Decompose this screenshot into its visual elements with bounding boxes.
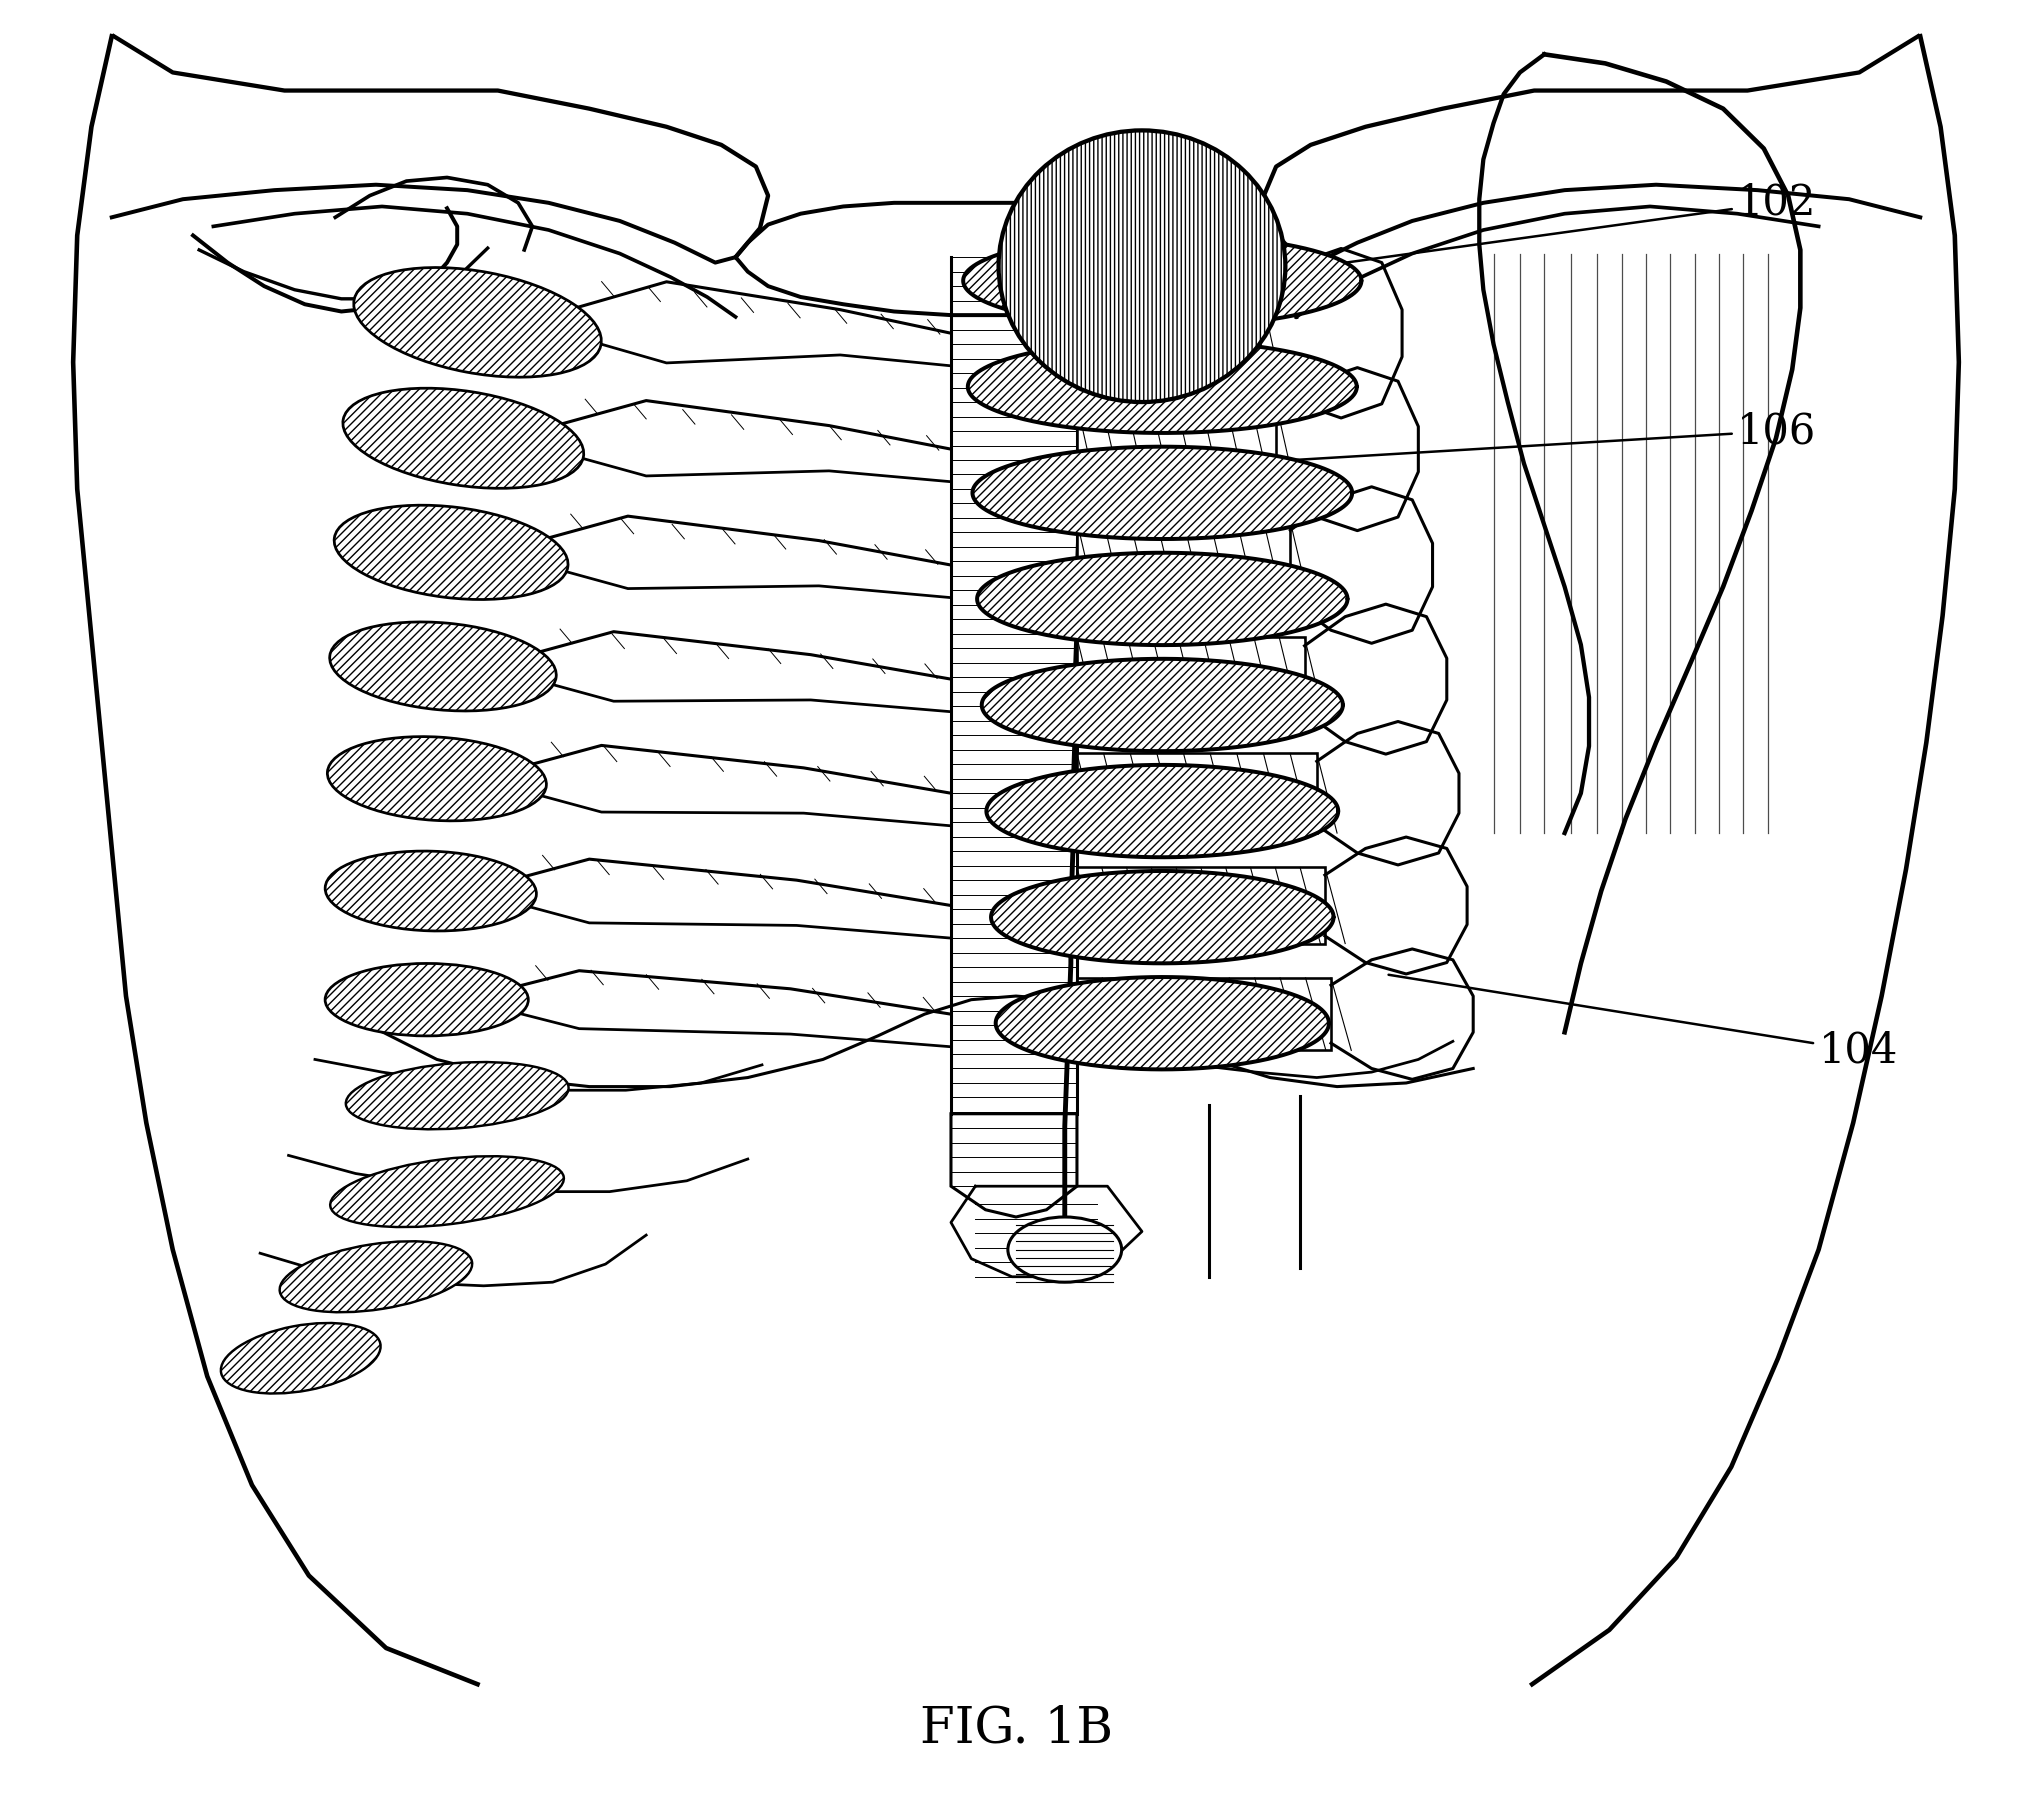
Ellipse shape (280, 1241, 471, 1313)
Polygon shape (1077, 867, 1325, 944)
Ellipse shape (343, 388, 583, 489)
Polygon shape (1077, 637, 1305, 721)
Polygon shape (1077, 286, 1260, 380)
Ellipse shape (333, 505, 569, 599)
Text: 106: 106 (1266, 409, 1817, 462)
Polygon shape (996, 978, 1329, 1068)
Polygon shape (963, 235, 1361, 326)
Ellipse shape (354, 268, 601, 377)
Ellipse shape (325, 851, 536, 931)
Ellipse shape (998, 130, 1286, 402)
Polygon shape (1077, 753, 1317, 833)
Polygon shape (973, 447, 1351, 540)
Ellipse shape (1008, 1217, 1122, 1282)
Text: 104: 104 (1388, 974, 1898, 1072)
Text: FIG. 1B: FIG. 1B (920, 1704, 1112, 1753)
Ellipse shape (221, 1324, 380, 1393)
Ellipse shape (329, 621, 557, 712)
Polygon shape (1077, 978, 1331, 1050)
Polygon shape (1077, 522, 1290, 608)
Polygon shape (977, 552, 1347, 645)
Polygon shape (967, 340, 1357, 433)
Polygon shape (992, 871, 1333, 963)
Ellipse shape (325, 963, 528, 1036)
Polygon shape (1077, 404, 1276, 494)
Ellipse shape (331, 1155, 563, 1228)
Ellipse shape (345, 1061, 569, 1130)
Text: 102: 102 (1217, 181, 1817, 281)
Ellipse shape (327, 737, 547, 820)
Polygon shape (981, 659, 1343, 752)
Polygon shape (951, 1114, 1077, 1217)
Polygon shape (986, 764, 1339, 857)
